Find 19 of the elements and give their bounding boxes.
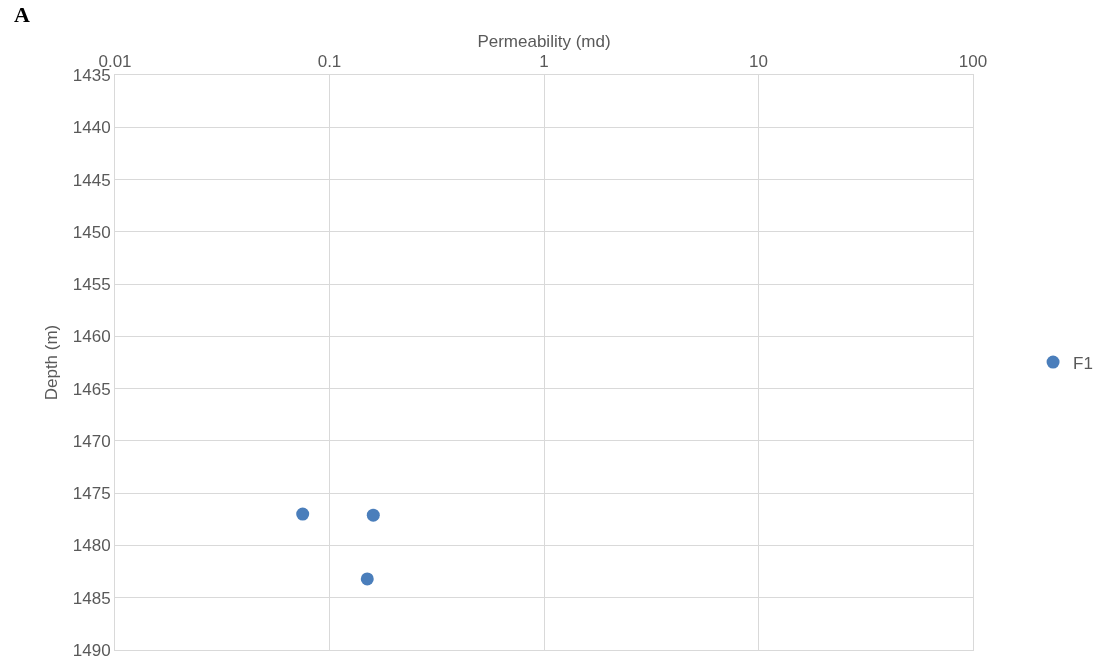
x-axis-title: Permeability (md): [477, 31, 611, 51]
y-tick-label: 1480: [72, 536, 111, 556]
x-tick-label: 10: [749, 52, 768, 72]
text: A: [14, 2, 30, 27]
y-tick-label: 1450: [72, 222, 111, 242]
y-tick-label: 1460: [72, 327, 111, 347]
y-tick-label: 1490: [72, 640, 111, 660]
y-tick-label: 1475: [72, 484, 111, 504]
x-tick-label: 100: [958, 52, 988, 72]
y-tick-label: 1465: [72, 379, 111, 399]
legend-label: F1: [1073, 353, 1093, 373]
y-tick-label: 1470: [72, 431, 111, 451]
y-tick-label: 1445: [72, 170, 111, 190]
x-tick-label: 0.1: [317, 52, 342, 72]
y-axis-title: Depth (m): [42, 324, 62, 401]
y-tick-label: 1440: [72, 118, 111, 138]
x-tick-label: 1: [539, 52, 549, 72]
y-tick-label: 1485: [72, 588, 111, 608]
y-tick-label: 1455: [72, 275, 111, 295]
